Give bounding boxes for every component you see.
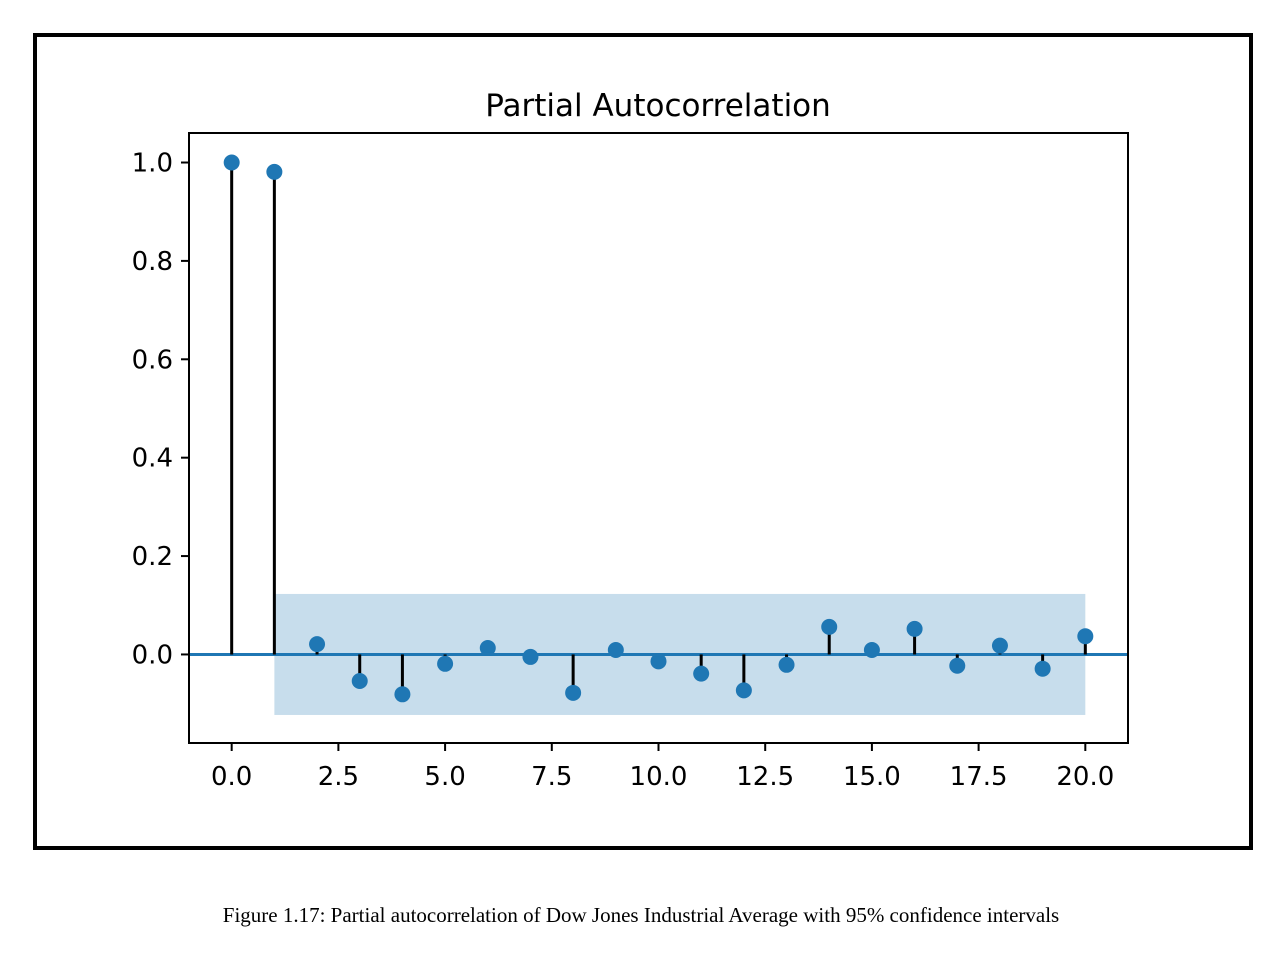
marker-lag-6 (479, 640, 496, 657)
x-tick-label: 10.0 (630, 762, 688, 792)
x-tick-label: 7.5 (531, 762, 572, 792)
marker-lag-4 (394, 686, 411, 703)
marker-lag-10 (650, 653, 667, 670)
marker-lag-3 (351, 673, 368, 690)
marker-lag-9 (607, 642, 624, 659)
chart-title: Partial Autocorrelation (485, 88, 831, 124)
marker-lag-17 (949, 657, 966, 674)
marker-lag-18 (991, 637, 1008, 654)
marker-lag-13 (778, 656, 795, 673)
y-tick-label: 1.0 (132, 149, 173, 179)
x-tick-label: 17.5 (950, 762, 1008, 792)
marker-lag-2 (309, 636, 326, 653)
marker-lag-8 (565, 684, 582, 701)
marker-lag-1 (266, 163, 283, 180)
y-tick-label: 0.4 (132, 444, 173, 474)
marker-lag-0 (223, 154, 240, 171)
y-tick-label: 0.2 (132, 542, 173, 572)
marker-lag-20 (1077, 628, 1094, 645)
marker-lag-11 (693, 665, 710, 682)
y-tick-label: 0.8 (132, 247, 173, 277)
figure-caption: Figure 1.17: Partial autocorrelation of … (222, 903, 1060, 927)
marker-lag-16 (906, 620, 923, 637)
x-tick-label: 2.5 (318, 762, 359, 792)
marker-lag-5 (437, 655, 454, 672)
marker-lag-14 (821, 618, 838, 635)
pacf-chart: 0.0 2.5 5.0 7.5 10.0 12.5 15.0 17.5 20.0 0.0 0.2 0.… (132, 88, 1129, 792)
y-tick-label: 0.6 (132, 345, 173, 375)
y-tick-label: 0.0 (132, 640, 173, 670)
x-tick-label: 15.0 (843, 762, 901, 792)
x-tick-label: 5.0 (424, 762, 465, 792)
x-tick-label: 20.0 (1056, 762, 1114, 792)
x-tick-label: 12.5 (736, 762, 794, 792)
marker-lag-12 (735, 682, 752, 699)
x-tick-label: 0.0 (211, 762, 252, 792)
figure-frame (33, 33, 1253, 850)
marker-lag-19 (1034, 660, 1051, 677)
marker-lag-7 (522, 648, 539, 665)
marker-lag-15 (863, 642, 880, 659)
